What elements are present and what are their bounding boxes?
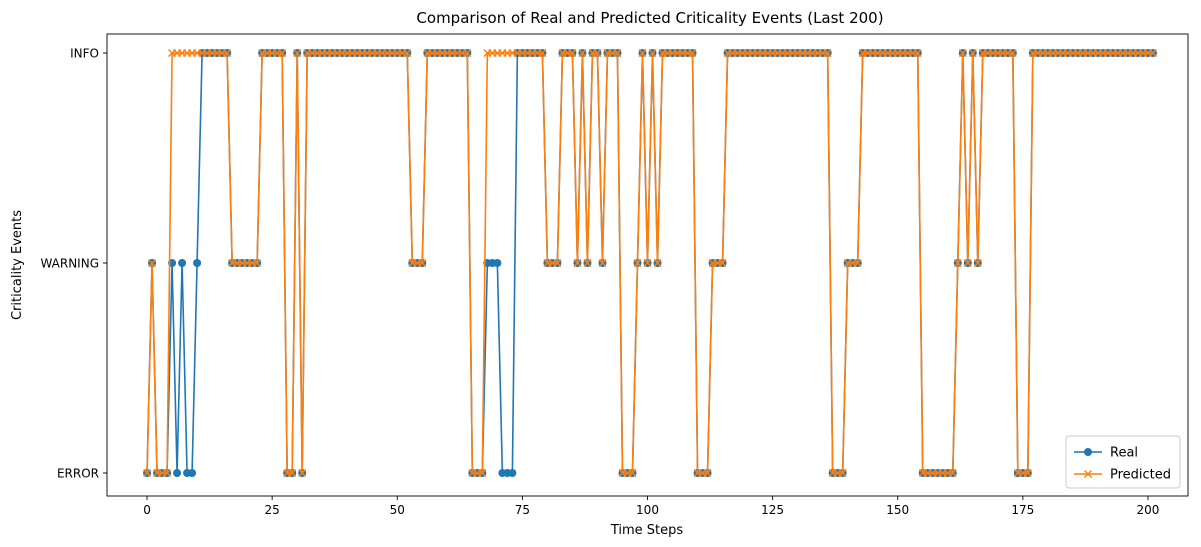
point-predicted [838,469,847,477]
legend-predicted-label: Predicted [1110,468,1171,483]
point-real [508,469,517,477]
x-tick-label: 100 [636,503,659,517]
point-predicted [418,259,427,267]
point-predicted [948,469,957,477]
point-predicted [148,259,157,267]
point-predicted [653,259,662,267]
point-predicted [583,259,592,267]
x-tick-label: 125 [761,503,784,517]
point-predicted [223,49,232,57]
point-predicted [953,259,962,267]
point-predicted [598,259,607,267]
point-predicted [718,259,727,267]
chart-title: Comparison of Real and Predicted Critica… [416,9,883,27]
point-predicted [253,259,262,267]
y-axis: ERROR WARNING INFO [40,47,107,481]
point-predicted [478,469,487,477]
point-predicted [968,49,977,57]
point-predicted [293,49,302,57]
point-predicted [973,259,982,267]
point-predicted [823,49,832,57]
point-predicted [638,49,647,57]
legend: Real Predicted [1065,435,1181,489]
y-tick-label: ERROR [57,467,99,481]
point-predicted [853,259,862,267]
point-predicted [288,469,297,477]
legend-real-label: Real [1110,446,1138,461]
point-predicted [913,49,922,57]
y-tick-label: INFO [70,47,99,61]
point-real [188,469,197,477]
point-predicted [648,49,657,57]
y-tick-label: WARNING [40,257,99,271]
series-layer [143,49,1157,477]
point-predicted [1148,49,1157,57]
point-predicted [613,49,622,57]
series-line-predicted [146,52,1153,474]
point-predicted [958,49,967,57]
y-axis-label: Criticality Events [10,210,25,320]
point-predicted [553,259,562,267]
point-predicted [163,469,172,477]
point-predicted [633,259,642,267]
legend-predicted-marker [1084,470,1092,478]
point-predicted [278,49,287,57]
point-predicted [573,259,582,267]
point-predicted [568,49,577,57]
point-predicted [578,49,587,57]
series-predicted [143,49,1157,477]
point-real [493,259,502,267]
point-real [178,259,187,267]
legend-item-predicted: Predicted [1074,468,1171,483]
legend-real-marker [1084,448,1092,456]
legend-frame [1065,435,1181,489]
x-tick-label: 0 [143,503,151,517]
x-tick-label: 75 [515,503,530,517]
legend-item-real: Real [1074,446,1138,461]
point-predicted [298,469,307,477]
point-real [173,469,182,477]
point-predicted [1023,469,1032,477]
x-tick-label: 25 [265,503,280,517]
point-predicted [688,49,697,57]
plot-area [106,33,1189,497]
x-axis-label: Time Steps [610,523,684,538]
point-predicted [1008,49,1017,57]
point-predicted [628,469,637,477]
x-axis: 0 25 50 75 100 125 150 175 200 [143,496,1159,517]
x-tick-label: 175 [1011,503,1034,517]
point-predicted [143,469,152,477]
point-predicted [963,259,972,267]
point-predicted [643,259,652,267]
point-real [193,259,202,267]
point-predicted [403,49,412,57]
point-predicted [703,469,712,477]
x-tick-label: 150 [886,503,909,517]
point-predicted [593,49,602,57]
x-tick-label: 200 [1137,503,1160,517]
point-predicted [463,49,472,57]
x-tick-label: 50 [390,503,405,517]
point-predicted [538,49,547,57]
